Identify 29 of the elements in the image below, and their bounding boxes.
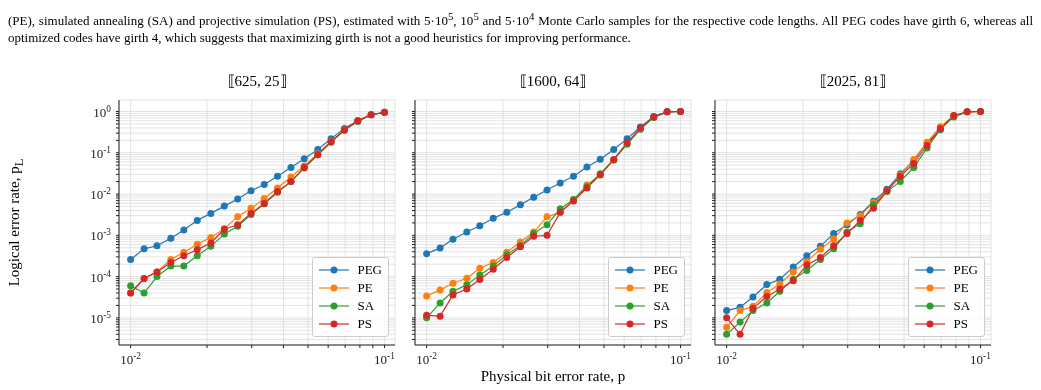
y-tick-label: 10$^{-3}$ xyxy=(90,227,112,244)
text: (PE), simulated annealing (SA) and projective simulation (PS), estimated with 5·10$^{5}$, 10$^{5}$ and 5·10$^{4}$ Monte Carlo samples for the respective code lengths. All PEG codes have girth 6, whereas all optimized codes have girth 4, which suggests that maximizing girth is not a good heuristics for improving performance. xyxy=(8,9,1033,47)
x-axis-title: Physical bit error rate, p xyxy=(479,367,627,385)
legend-label: PE xyxy=(653,280,669,296)
chart-title: ⟦1600, 64⟧ xyxy=(518,72,588,91)
legend-label: SA xyxy=(357,298,375,314)
x-tick-label: 10$^{-2}$ xyxy=(416,351,438,367)
legend-label: SA xyxy=(653,298,671,314)
y-tick-label: 10$^{0}$ xyxy=(93,103,112,120)
legend-label: PEG xyxy=(357,262,382,278)
chart-title: ⟦2025, 81⟧ xyxy=(818,72,888,91)
y-tick-label: 10$^{-4}$ xyxy=(90,268,112,285)
legend-label: SA xyxy=(953,298,971,314)
y-tick-label: 10$^{-5}$ xyxy=(90,309,112,326)
x-tick-label: 10$^{-1}$ xyxy=(970,351,992,367)
x-tick-label: 10$^{-1}$ xyxy=(670,351,692,367)
legend-label: PE xyxy=(953,280,969,296)
y-tick-label: 10$^{-2}$ xyxy=(90,186,112,203)
legend-label: PEG xyxy=(653,262,678,278)
legend-label: PS xyxy=(357,316,372,332)
y-tick-label: 10$^{-1}$ xyxy=(90,144,112,161)
x-tick-label: 10$^{-2}$ xyxy=(716,351,738,367)
legend-label: PS xyxy=(953,316,968,332)
legend-label: PS xyxy=(653,316,668,332)
x-tick-label: 10$^{-1}$ xyxy=(374,351,396,367)
x-tick-label: 10$^{-2}$ xyxy=(120,351,142,367)
chart-title: ⟦625, 25⟧ xyxy=(226,72,288,91)
legend-label: PEG xyxy=(953,262,978,278)
legend-label: PE xyxy=(357,280,373,296)
